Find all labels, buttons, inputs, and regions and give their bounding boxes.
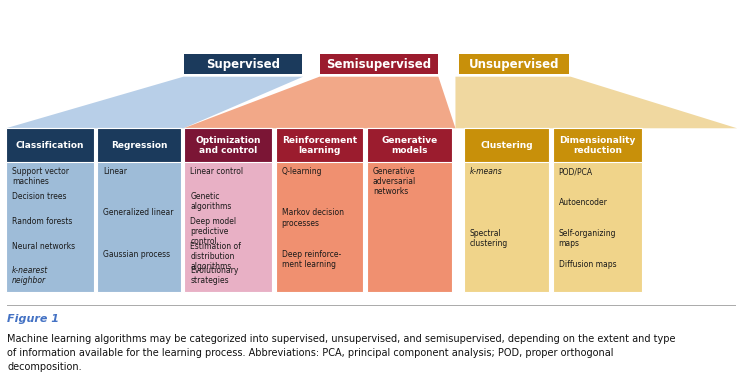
Bar bbox=[184, 128, 272, 292]
Bar bbox=[367, 128, 452, 292]
Text: Linear: Linear bbox=[103, 167, 127, 176]
Text: Gaussian process: Gaussian process bbox=[103, 250, 170, 259]
Text: Evolutionary
strategies: Evolutionary strategies bbox=[190, 266, 239, 285]
Text: Unsupervised: Unsupervised bbox=[469, 58, 559, 71]
Text: Semisupervised: Semisupervised bbox=[326, 58, 432, 71]
Text: Machine learning algorithms may be categorized into supervised, unsupervised, an: Machine learning algorithms may be categ… bbox=[7, 334, 676, 372]
Text: Autoencoder: Autoencoder bbox=[559, 198, 608, 207]
Text: Estimation of
distribution
algorithms: Estimation of distribution algorithms bbox=[190, 241, 241, 270]
Bar bbox=[464, 128, 549, 292]
Text: Generative
adversarial
networks: Generative adversarial networks bbox=[373, 167, 416, 196]
Bar bbox=[184, 128, 272, 162]
Bar bbox=[276, 128, 363, 292]
Bar bbox=[367, 128, 452, 162]
Text: Linear control: Linear control bbox=[190, 167, 244, 176]
Text: Spectral
clustering: Spectral clustering bbox=[470, 229, 507, 248]
Text: k-means: k-means bbox=[470, 167, 502, 176]
Bar bbox=[97, 128, 181, 162]
Text: Q-learning: Q-learning bbox=[282, 167, 322, 176]
Text: Generative
models: Generative models bbox=[382, 135, 438, 155]
Text: POD/PCA: POD/PCA bbox=[559, 167, 593, 176]
Text: Clustering: Clustering bbox=[480, 141, 533, 150]
Bar bbox=[184, 54, 302, 74]
Text: Random forests: Random forests bbox=[12, 217, 72, 226]
Bar bbox=[553, 128, 642, 292]
Text: Optimization
and control: Optimization and control bbox=[195, 135, 261, 155]
Text: Generalized linear: Generalized linear bbox=[103, 208, 174, 218]
Text: Figure 1: Figure 1 bbox=[7, 314, 59, 324]
Text: Genetic
algorithms: Genetic algorithms bbox=[190, 192, 232, 211]
Polygon shape bbox=[184, 77, 455, 128]
Text: Decision trees: Decision trees bbox=[12, 192, 66, 201]
Text: Regression: Regression bbox=[111, 141, 167, 150]
Bar bbox=[6, 128, 94, 292]
Bar bbox=[553, 128, 642, 162]
Bar bbox=[6, 128, 94, 162]
Text: Self-organizing
maps: Self-organizing maps bbox=[559, 229, 616, 248]
Text: Diffusion maps: Diffusion maps bbox=[559, 260, 617, 269]
Text: Classification: Classification bbox=[16, 141, 84, 150]
Polygon shape bbox=[6, 77, 303, 128]
Text: Support vector
machines: Support vector machines bbox=[12, 167, 69, 186]
Text: Deep reinforce-
ment learning: Deep reinforce- ment learning bbox=[282, 250, 341, 269]
Bar bbox=[464, 128, 549, 162]
Text: Neural networks: Neural networks bbox=[12, 241, 75, 251]
Text: k-nearest
neighbor: k-nearest neighbor bbox=[12, 266, 48, 285]
Text: Supervised: Supervised bbox=[206, 58, 280, 71]
Text: Reinforcement
learning: Reinforcement learning bbox=[282, 135, 357, 155]
Bar bbox=[459, 54, 569, 74]
Bar bbox=[320, 54, 438, 74]
Bar bbox=[97, 128, 181, 292]
Bar bbox=[276, 128, 363, 162]
Text: Dimensionality
reduction: Dimensionality reduction bbox=[559, 135, 635, 155]
Text: Deep model
predictive
control: Deep model predictive control bbox=[190, 217, 236, 246]
Text: Markov decision
processes: Markov decision processes bbox=[282, 208, 343, 227]
Polygon shape bbox=[455, 77, 737, 128]
